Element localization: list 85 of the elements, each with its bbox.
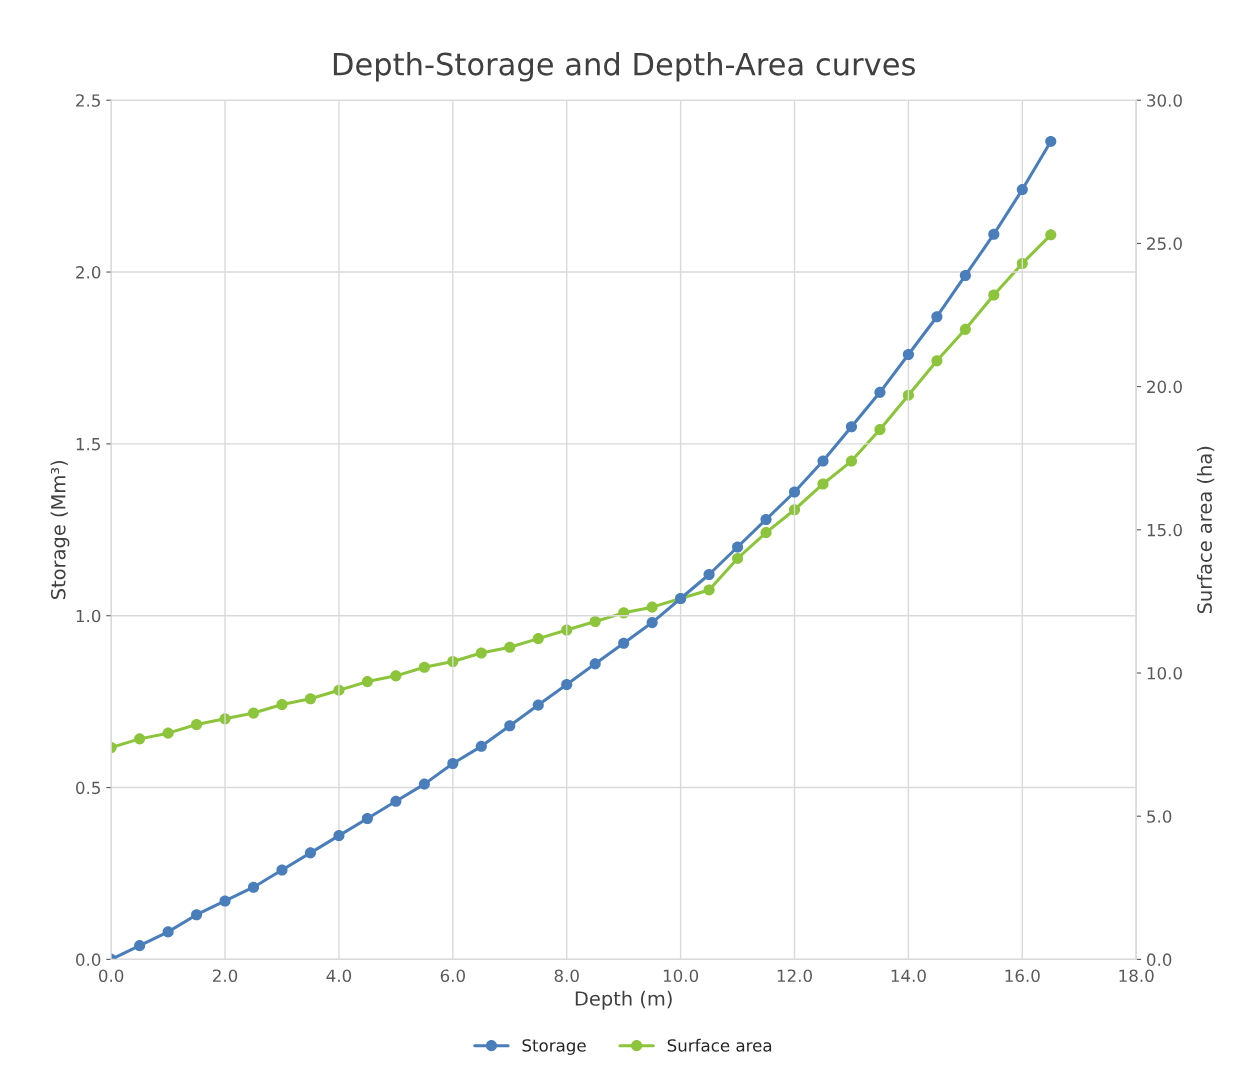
x-tick-label: 2.0 (213, 969, 238, 983)
point (817, 478, 829, 490)
point (134, 940, 146, 952)
point (390, 670, 402, 682)
x-tick-label: 6.0 (440, 969, 465, 983)
y2-axis-title: Surface area (ha) (1196, 446, 1215, 614)
point (390, 795, 402, 807)
point (931, 355, 943, 367)
point (532, 633, 544, 645)
point (304, 693, 317, 705)
y2-tick-label: 10.0 (1147, 666, 1182, 680)
point (845, 421, 858, 433)
y2-tick-label: 20.0 (1147, 380, 1182, 394)
chart-title: Depth-Storage and Depth-Area curves (333, 51, 915, 82)
point (504, 641, 516, 653)
point (845, 455, 858, 467)
point (817, 455, 829, 467)
x-tick-label: 12.0 (777, 969, 812, 983)
point (247, 707, 260, 719)
point (361, 676, 373, 688)
point (219, 895, 231, 907)
point (703, 584, 715, 596)
point (703, 568, 715, 581)
x-tick-label: 14.0 (891, 969, 926, 983)
point (732, 552, 744, 564)
y2-tick-label: 15.0 (1147, 523, 1182, 537)
point (504, 720, 516, 732)
point (1045, 229, 1057, 241)
point (874, 386, 886, 398)
point (276, 698, 288, 711)
y2-tick-label: 30.0 (1147, 94, 1182, 107)
x-tick-label: 0.0 (99, 969, 124, 983)
point (1045, 135, 1057, 147)
point (532, 699, 544, 711)
point (618, 637, 630, 649)
point (134, 733, 146, 745)
point (276, 864, 288, 876)
x-axis-title: Depth (m) (575, 990, 672, 1010)
point (333, 830, 345, 842)
point (959, 269, 971, 282)
point (191, 909, 203, 921)
point (162, 727, 174, 739)
y-tick-label: 2.5 (76, 94, 100, 107)
point (447, 757, 459, 770)
point (589, 615, 601, 628)
y2-tick-label: 5.0 (1147, 810, 1172, 823)
point (1016, 184, 1028, 196)
point (561, 678, 573, 691)
point (247, 881, 260, 893)
point (304, 847, 317, 859)
point (959, 323, 971, 335)
y-tick-label: 0.0 (76, 953, 101, 966)
point (646, 617, 658, 629)
y-tick-label: 1.5 (76, 438, 100, 451)
y-tick-label: 1.0 (76, 609, 101, 623)
x-tick-label: 4.0 (326, 969, 352, 983)
legend-label: Surface area (667, 1038, 772, 1052)
x-tick-label: 16.0 (1005, 969, 1040, 983)
point (361, 812, 373, 825)
y2-tick-label: 0.0 (1147, 953, 1172, 966)
point (760, 527, 772, 539)
x-tick-label: 18.0 (1119, 969, 1154, 983)
x-tick-label: 8.0 (554, 969, 579, 983)
point (418, 661, 430, 673)
point (646, 601, 658, 613)
y-tick-label: 0.5 (76, 781, 100, 795)
point (988, 289, 1000, 301)
point (902, 348, 914, 361)
point (760, 513, 772, 526)
point (589, 658, 601, 670)
point (418, 778, 430, 790)
point (931, 311, 943, 323)
y-axis-title: Storage (Mm³) (50, 461, 70, 599)
point (732, 541, 744, 553)
y2-tick-label: 25.0 (1147, 237, 1182, 250)
point (475, 647, 487, 659)
x-tick-label: 10.0 (663, 969, 699, 983)
point (162, 926, 174, 938)
point (788, 486, 801, 498)
legend-label: Storage (522, 1039, 586, 1055)
point (191, 719, 203, 731)
point (475, 740, 487, 752)
y-tick-label: 2.0 (76, 266, 101, 279)
point (988, 228, 1000, 240)
point (874, 424, 886, 436)
